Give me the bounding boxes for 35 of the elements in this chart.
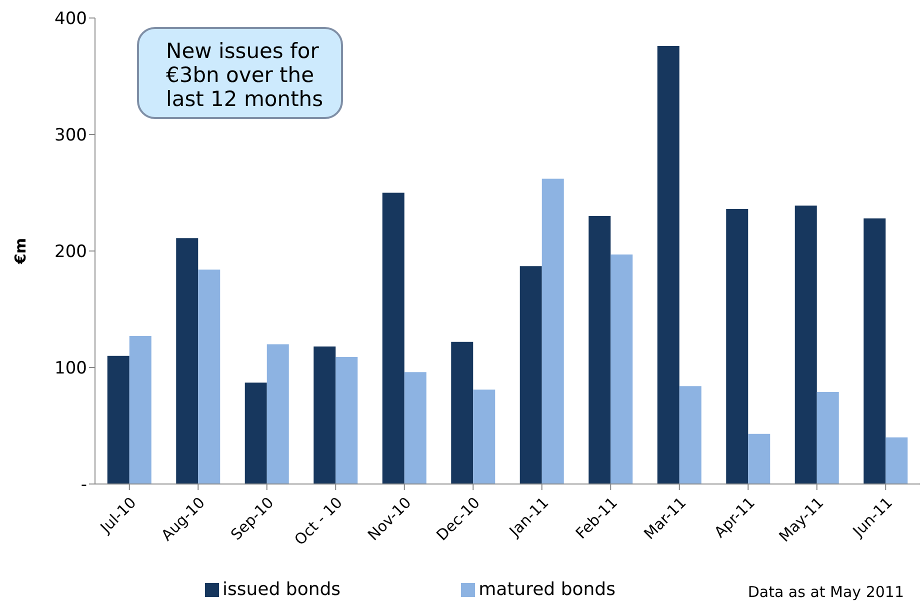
bar (451, 342, 474, 484)
bar (473, 390, 496, 484)
bar (382, 192, 404, 484)
bar (679, 386, 702, 484)
legend-label: issued bonds (222, 579, 341, 600)
bar (864, 218, 886, 484)
legend-label: matured bonds (478, 579, 616, 600)
y-tick-label: - (80, 475, 87, 496)
bar (198, 270, 220, 484)
y-tick-label: 200 (54, 242, 87, 262)
bar (314, 346, 336, 484)
bar (610, 254, 633, 484)
text: Data as at May 2011 (748, 583, 904, 601)
bar (266, 344, 289, 484)
x-tick-label: Oct - 10 (290, 494, 346, 549)
y-tick-label: 100 (54, 358, 87, 379)
bar (176, 238, 198, 484)
bar (404, 372, 426, 484)
y-tick-label: 300 (54, 126, 87, 146)
bar (129, 336, 152, 484)
bar (748, 434, 770, 484)
bar (336, 357, 358, 484)
bar (657, 46, 680, 484)
bar (588, 216, 611, 484)
bar (107, 356, 130, 484)
bar (794, 206, 817, 484)
bar (542, 178, 564, 484)
bar (816, 392, 839, 484)
y-tick-label: 400 (54, 9, 87, 30)
bar (886, 437, 908, 484)
y-axis-title: €m (11, 238, 30, 266)
text-box: New issues for €3bn over the last 12 months (137, 27, 343, 119)
bar (520, 266, 542, 484)
bar (726, 209, 748, 484)
bar (244, 382, 267, 484)
